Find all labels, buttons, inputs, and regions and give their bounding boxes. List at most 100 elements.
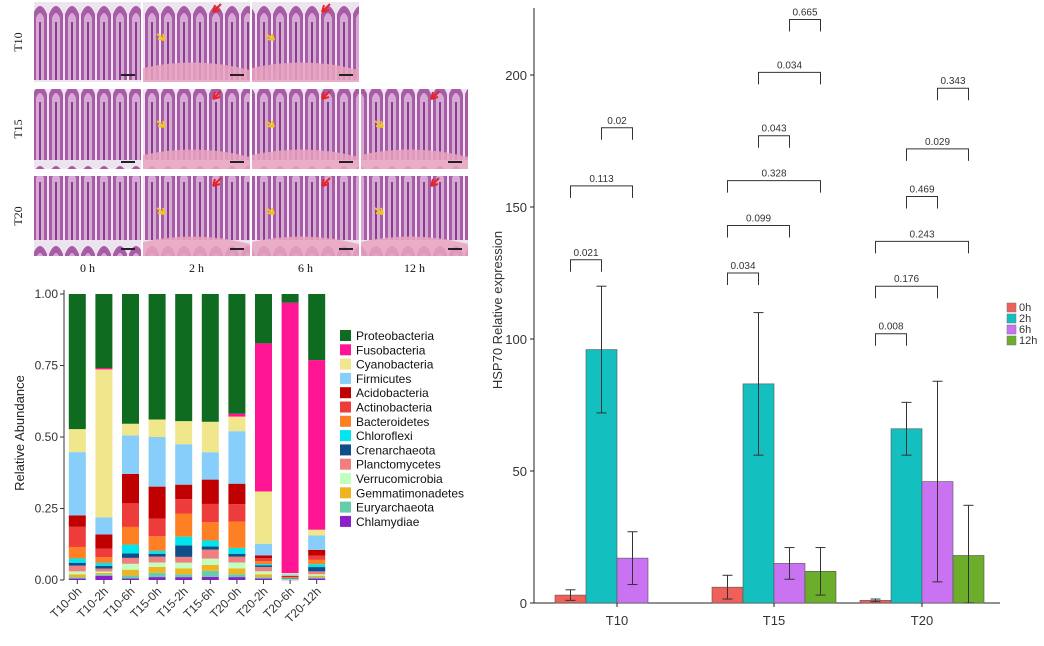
significance-bracket-T15-0h-6h: 0.099: [727, 213, 790, 238]
legend-label-2h: 2h: [1019, 313, 1031, 325]
bar-segment-T15-6h-verrucomicrobia: [201, 558, 219, 565]
bar-segment-T20-0h-bacteroidetes: [228, 521, 246, 548]
error-bar-T15-2h: [753, 312, 764, 456]
bar-segment-T20-12h-chloroflexi: [308, 564, 326, 568]
tissue-section: [34, 89, 141, 169]
histology-panel: T10 T15 T20 0 h 2 h 6 h 12 h: [11, 2, 468, 275]
bar-segment-T15-2h-cyanobacteria: [175, 421, 193, 445]
bar-segment-T10-2h-euryarchaeota: [95, 574, 113, 576]
significance-bracket-T10-0h-6h: 0.113: [570, 174, 633, 198]
bar-segment-T10-6h-crenarchaeota: [122, 553, 139, 558]
bar-segment-T10-0h-actinobacteria: [68, 526, 86, 547]
bar-segment-T10-2h-chloroflexi: [95, 562, 113, 566]
error-bar-T20-12h: [963, 504, 974, 604]
row-label-T20: T20: [11, 206, 25, 225]
red-arrow-marker: [321, 90, 331, 100]
y-tick-label: 150: [505, 200, 527, 215]
bar-segment-T20-12h-crenarchaeota: [308, 567, 326, 572]
significance-bracket-T20-2h-6h: 0.469: [906, 184, 938, 209]
bar-segment-T10-2h-planctomycetes: [95, 568, 113, 572]
bar-segment-T20-12h-euryarchaeota: [308, 577, 326, 579]
bar-segment-T10-6h-euryarchaeota: [122, 575, 139, 579]
scale-bar: [121, 248, 135, 250]
bar-segment-T15-2h-verrucomicrobia: [175, 562, 193, 569]
x-tick-label-T15: T15: [763, 613, 785, 628]
bar-segment-T15-2h-firmicutes: [175, 444, 193, 485]
y-tick-label: 100: [505, 332, 527, 347]
scale-bar: [339, 248, 353, 250]
bar-segment-T20-12h-proteobacteria: [308, 294, 326, 361]
histology-image-T15-0h: [34, 89, 141, 169]
y-tick-label: 0: [520, 596, 527, 611]
y-tick-label: 200: [505, 68, 527, 83]
y-tick-label: 50: [513, 464, 527, 479]
legend-label-proteobacteria: Proteobacteria: [356, 329, 434, 343]
bar-segment-T10-0h-chloroflexi: [68, 558, 86, 563]
bar-segment-T20-2h-chloroflexi: [255, 564, 272, 566]
bar-segment-T10-6h-bacteroidetes: [122, 526, 139, 545]
legend-swatch-proteobacteria: [340, 330, 351, 341]
bar-segment-T10-0h-chlamydiae: [68, 578, 86, 580]
bar-segment-T20-0h-cyanobacteria: [228, 416, 246, 432]
relative-abundance-chart: Relative Abundance 0.000.250.500.751.00 …: [12, 287, 464, 626]
bar-segment-T20-0h-verrucomicrobia: [228, 562, 246, 569]
bar-segment-T20-6h-planctomycetes: [281, 578, 299, 580]
legend-swatch-acidobacteria: [340, 387, 351, 399]
p-value-label: 0.029: [925, 137, 950, 148]
bar-segment-T10-0h-crenarchaeota: [68, 562, 86, 566]
bracket-line: [875, 240, 969, 254]
bar-segment-T10-6h-gemmatimonadetes: [122, 569, 139, 576]
column-label-6h: 6 h: [298, 261, 313, 275]
bar-segment-T20-6h-fusobacteria: [281, 302, 299, 574]
legend-swatch-cyanobacteria: [340, 358, 351, 370]
hsp70-expression-chart: HSP70 Relative expression 0 50 100 150 200 0…: [490, 8, 1037, 628]
error-bar-T10-0h: [565, 589, 576, 601]
significance-bracket-T15-0h-2h: 0.034: [727, 261, 759, 285]
histology-image-T15-6h: [252, 89, 359, 169]
legend-label-gemmatimonadetes: Gemmatimonadetes: [356, 486, 464, 500]
legend-label-6h: 6h: [1019, 324, 1031, 336]
bracket-line: [906, 148, 969, 161]
bar-segment-T20-12h-planctomycetes: [308, 571, 326, 575]
bar-segment-T15-0h-actinobacteria: [148, 518, 166, 537]
y-tick-label: 0.50: [35, 430, 59, 444]
bar-segment-T15-0h-planctomycetes: [148, 556, 166, 563]
p-value-label: 0.343: [940, 76, 965, 87]
bar-segment-T10-2h-proteobacteria: [95, 294, 113, 368]
bar-segment-T20-0h-acidobacteria: [228, 483, 246, 505]
histology-image-T10-0h: [34, 2, 141, 82]
bar-segment-T20-12h-acidobacteria: [308, 549, 326, 556]
yellow-arrow-marker: [156, 207, 166, 215]
error-bar-T20-6h: [932, 380, 943, 583]
bar-segment-T10-6h-actinobacteria: [122, 503, 139, 527]
bar-segment-T15-2h-euryarchaeota: [175, 574, 193, 578]
bar-segment-T20-6h-verrucomicrobia: [281, 578, 299, 580]
scale-bar: [230, 248, 244, 250]
y-axis-label: HSP70 Relative expression: [490, 231, 505, 389]
submucosa-layer: [252, 62, 359, 82]
p-value-label: 0.034: [777, 60, 802, 71]
bracket-line: [789, 19, 821, 32]
bar-segment-T15-6h-euryarchaeota: [201, 570, 219, 577]
bar-segment-T15-2h-chloroflexi: [175, 536, 193, 546]
bar-segment-T10-2h-bacteroidetes: [95, 557, 113, 563]
histology-image-T15-12h: [361, 89, 468, 169]
bar-segment-T20-2h-fusobacteria: [255, 343, 272, 492]
bar-segment-T20-6h-firmicutes: [281, 574, 299, 576]
column-label-12h: 12 h: [404, 261, 425, 275]
red-arrow-marker: [212, 177, 222, 187]
bar-segment-T10-0h-firmicutes: [68, 452, 86, 516]
bracket-line: [727, 180, 821, 193]
bar-segment-T10-6h-proteobacteria: [122, 294, 139, 424]
legend-swatch-0h: [1006, 302, 1017, 313]
histology-image-T15-2h: [143, 89, 250, 169]
submucosa-layer: [361, 149, 468, 169]
bar-segment-T20-12h-bacteroidetes: [308, 559, 326, 565]
bar-segment-T15-0h-crenarchaeota: [148, 553, 166, 557]
bar-segment-T10-0h-verrucomicrobia: [68, 571, 86, 575]
bar-segment-T20-0h-planctomycetes: [228, 556, 246, 563]
submucosa-layer: [252, 236, 359, 256]
p-value-label: 0.243: [909, 229, 934, 240]
bracket-line: [727, 224, 790, 238]
